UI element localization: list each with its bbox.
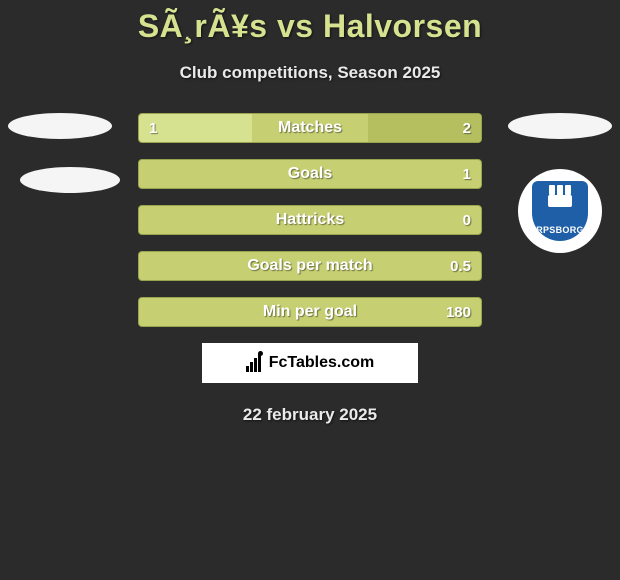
player-left-badge-top xyxy=(8,113,112,139)
page-subtitle: Club competitions, Season 2025 xyxy=(0,63,620,83)
page-title: SÃ¸rÃ¥s vs Halvorsen xyxy=(0,0,620,45)
shield-icon: RPSBORG xyxy=(532,181,588,241)
row-label: Goals xyxy=(288,165,332,183)
club-logo: RPSBORG xyxy=(528,179,592,243)
row-label: Goals per match xyxy=(247,257,372,275)
row-label: Matches xyxy=(278,119,342,137)
player-right-club-badge: RPSBORG xyxy=(518,169,602,253)
branding-banner: FcTables.com xyxy=(202,343,418,383)
row-right-value: 0.5 xyxy=(450,258,471,275)
club-logo-text: RPSBORG xyxy=(532,225,588,235)
row-label: Min per goal xyxy=(263,303,357,321)
player-left-badge-bottom xyxy=(20,167,120,193)
branding-chart-icon xyxy=(246,354,261,372)
comparison-bars: 1 Matches 2 Goals 1 Hattricks 0 Goals per match… xyxy=(138,113,482,327)
player-right-badge-top xyxy=(508,113,612,139)
row-right-value: 180 xyxy=(446,304,471,321)
footer-date: 22 february 2025 xyxy=(0,405,620,425)
row-right-value: 2 xyxy=(463,120,471,137)
comparison-row: Goals 1 xyxy=(138,159,482,189)
row-left-value: 1 xyxy=(149,120,157,137)
row-right-value: 1 xyxy=(463,166,471,183)
comparison-row: Goals per match 0.5 xyxy=(138,251,482,281)
row-label: Hattricks xyxy=(276,211,344,229)
comparison-row: Min per goal 180 xyxy=(138,297,482,327)
comparison-row: 1 Matches 2 xyxy=(138,113,482,143)
branding-text: FcTables.com xyxy=(269,354,375,372)
comparison-section: RPSBORG 1 Matches 2 Goals 1 Hattricks 0 Goals p… xyxy=(0,113,620,425)
row-right-value: 0 xyxy=(463,212,471,229)
comparison-row: Hattricks 0 xyxy=(138,205,482,235)
